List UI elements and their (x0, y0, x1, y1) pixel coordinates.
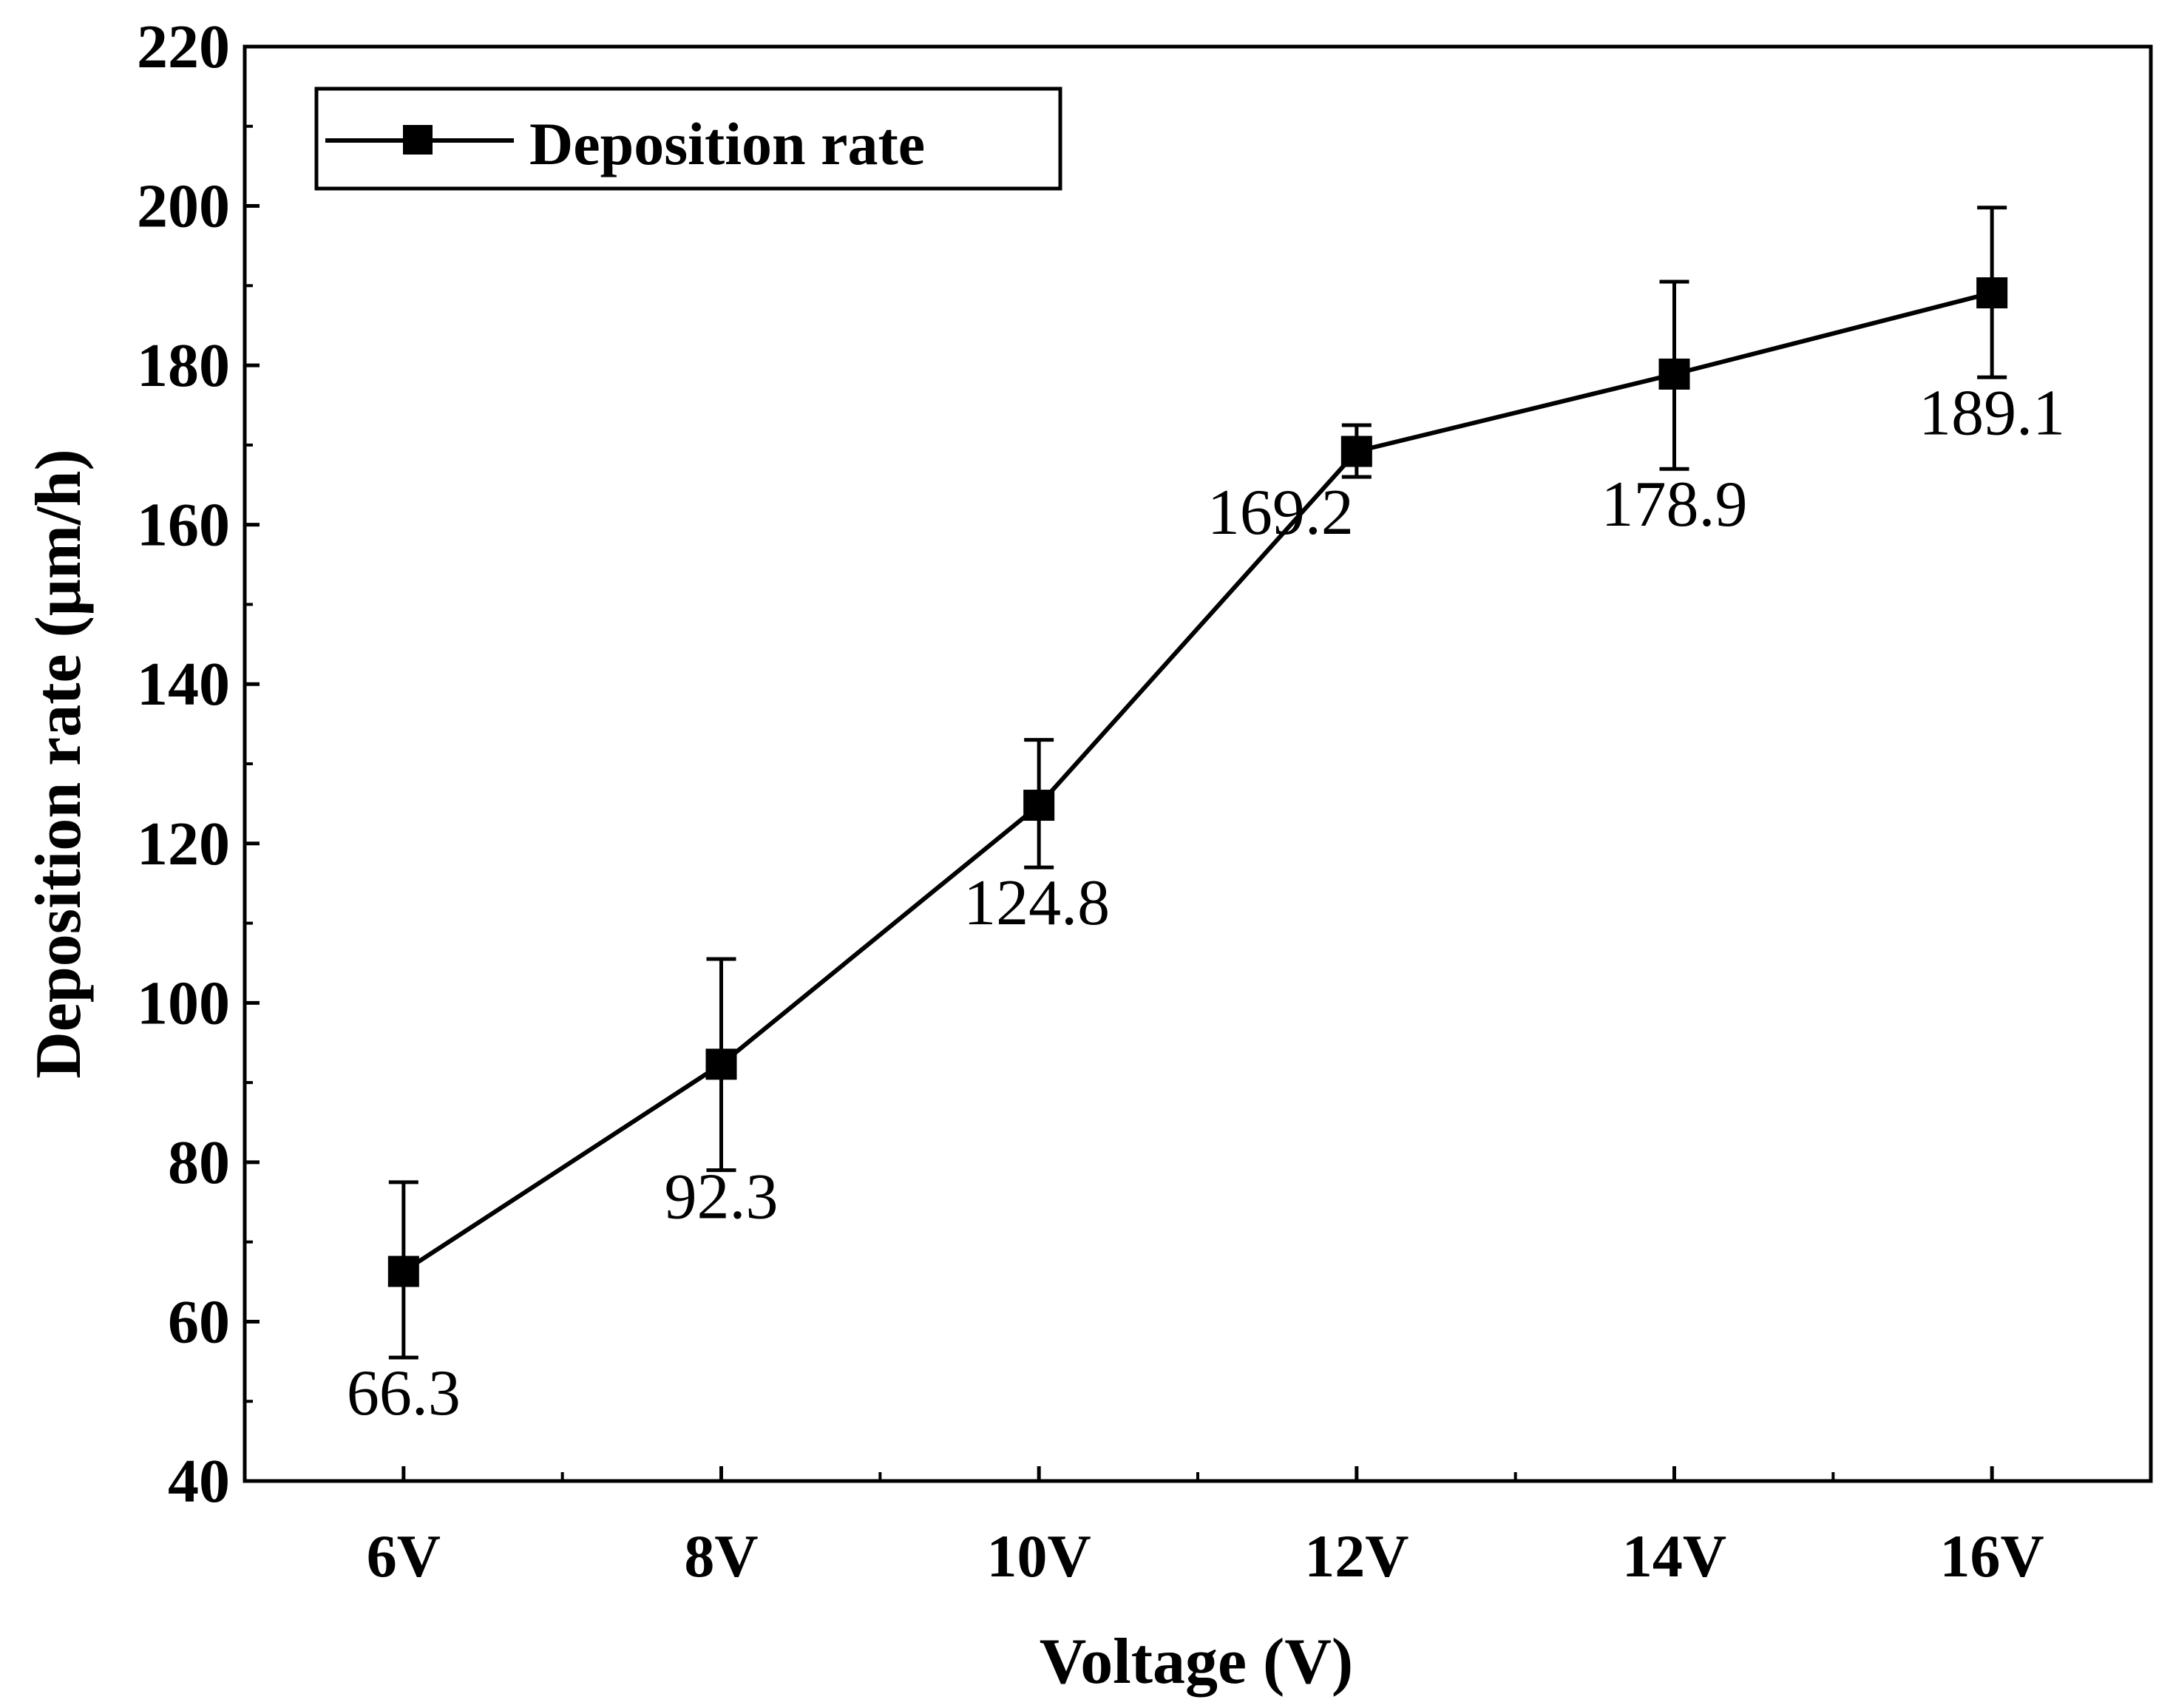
y-tick-label: 40 (168, 1447, 230, 1516)
data-label: 124.8 (963, 867, 1110, 939)
data-label: 92.3 (665, 1162, 779, 1233)
y-tick-label: 60 (168, 1287, 230, 1356)
data-point-marker (1340, 436, 1372, 467)
x-tick-label: 16V (1940, 1522, 2044, 1590)
data-label: 169.2 (1207, 477, 1354, 549)
x-axis-title: Voltage (V) (1040, 1626, 1353, 1698)
y-tick-label: 180 (137, 331, 230, 400)
legend-entry-label: Deposition rate (529, 110, 925, 177)
series-layer (387, 206, 2008, 1360)
x-tick-label: 6V (367, 1522, 441, 1590)
legend-square-marker (403, 125, 433, 155)
legend: Deposition rate (314, 87, 1062, 191)
y-tick-label: 140 (137, 650, 230, 719)
plot-frame (243, 44, 2153, 1483)
x-tick-label: 10V (987, 1522, 1091, 1590)
series-line (401, 291, 1995, 1274)
y-axis-ticks: 40 60 80 100 120 140 160 180 200 220 (137, 13, 260, 1516)
y-tick-label: 80 (168, 1128, 230, 1197)
data-label: 189.1 (1919, 377, 2065, 449)
y-tick-label: 200 (137, 172, 230, 241)
data-label: 178.9 (1601, 469, 1748, 540)
y-tick-label: 100 (137, 969, 230, 1037)
y-tick-label: 220 (137, 13, 230, 81)
data-point-marker (1658, 358, 1690, 390)
x-tick-label: 8V (684, 1522, 758, 1590)
data-point-marker (387, 1255, 419, 1287)
y-tick-label: 120 (137, 810, 230, 878)
y-tick-label: 160 (137, 491, 230, 560)
data-label: 66.3 (347, 1358, 461, 1429)
data-point-marker (1976, 277, 2008, 309)
y-axis-title: Deposition rate (μm/h) (23, 449, 95, 1079)
x-axis-ticks: 6V 8V 10V 12V 14V 16V (367, 1466, 2044, 1590)
x-tick-label: 14V (1622, 1522, 1726, 1590)
data-point-marker (705, 1048, 737, 1080)
data-point-marker (1023, 790, 1055, 821)
x-tick-label: 12V (1304, 1522, 1408, 1590)
data-label-layer: 66.3 92.3 124.8 169.2 178.9 189.1 (347, 377, 2065, 1429)
